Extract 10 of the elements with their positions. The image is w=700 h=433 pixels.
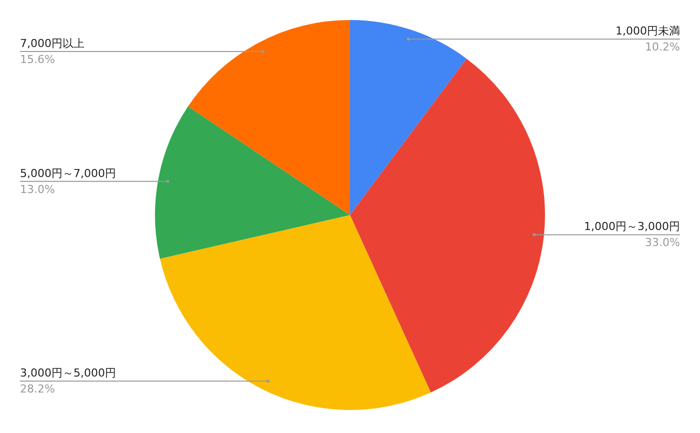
- slice-label: 1,000円未満: [616, 24, 680, 38]
- data-label: 28.2%: [20, 382, 55, 396]
- slice-label: 3,000円～5,000円: [20, 366, 116, 380]
- data-label: 15.6%: [20, 52, 55, 66]
- slice-label: 1,000円～3,000円: [584, 220, 680, 234]
- slice-label: 7,000円以上: [20, 36, 84, 50]
- slice-label: 5,000円～7,000円: [20, 166, 116, 180]
- data-label: 10.2%: [645, 40, 680, 54]
- data-label: 13.0%: [20, 182, 55, 196]
- data-label: 33.0%: [645, 236, 680, 250]
